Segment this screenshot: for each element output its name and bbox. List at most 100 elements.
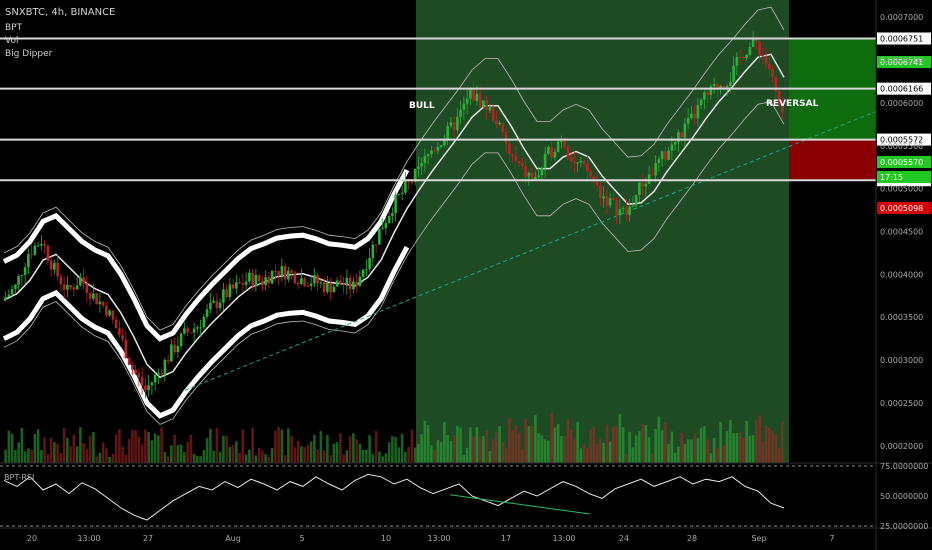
candle-body [98,301,102,305]
candle-body [605,196,609,206]
candle-body [82,277,85,284]
candle-body [592,176,596,182]
candle-body [537,175,540,177]
candle-body [238,282,241,284]
candle-body [485,100,488,111]
volume-bar [781,421,784,463]
candle-body [426,153,430,156]
volume-bar [381,456,384,463]
indicator-label-bpt[interactable]: BPT [5,23,23,33]
candle-body [335,280,339,287]
volume-bar [582,444,586,463]
volume-bar [430,445,433,463]
candle-body [283,265,287,280]
candle-body [23,267,27,276]
candle-body [680,132,683,138]
candle-body [352,281,355,290]
volume-bar [391,436,394,463]
candle-body [521,163,524,166]
volume-bar [664,422,667,463]
candle-body [313,275,316,284]
candle-body [144,385,147,391]
candle-body [722,86,726,88]
level-price-tag-label: 0.0006166 [880,85,923,94]
volume-bar [459,427,462,463]
level-price-tag [877,82,931,95]
volume-bar [345,450,349,463]
volume-bar [322,450,326,463]
candle-body [774,76,778,91]
volume-bar [98,452,102,463]
candle-body [748,47,752,56]
candle-body [46,245,50,261]
candle-body [274,271,277,273]
candle-body [436,147,440,151]
candle-body [651,174,654,176]
candle-body [228,284,232,298]
volume-bar [647,437,651,463]
date-tick-label: 5 [299,534,304,543]
candle-body [147,385,150,391]
price-tick-label: 0.0006500 [880,56,923,65]
candle-body [43,244,46,246]
volume-bar [374,430,378,463]
candle-body [638,182,641,195]
volume-bar [556,424,560,463]
indicator-label-vol[interactable]: Vol [5,36,18,46]
candle-body [517,160,521,164]
date-tick-label: 27 [143,534,153,543]
candle-body [209,302,212,310]
candle-body [124,339,128,359]
candle-body [758,41,761,56]
candle-body [121,335,124,340]
candle-body [280,265,284,276]
candle-body [475,93,479,101]
volume-bar [179,444,183,463]
candle-body [72,287,76,290]
volume-bar [95,456,98,463]
indicator-label-big-dipper[interactable]: Big Dipper [5,49,53,59]
candle-body [508,143,511,155]
candle-body [79,277,82,286]
oscillator-tick-label: 75.0000000 [880,462,928,471]
volume-bar [49,437,53,463]
volume-bar [75,446,79,463]
volume-bar [88,436,92,463]
candle-body [755,38,758,42]
volume-bar [771,431,774,463]
volume-bar [33,433,37,463]
volume-bar [79,427,82,463]
candle-body [400,192,404,195]
volume-bar [703,426,706,463]
volume-bar [277,427,280,463]
volume-bar [394,437,397,463]
volume-bar [709,453,713,463]
volume-bar [309,441,313,463]
current-price-tag [877,202,931,214]
volume-bar [170,445,173,463]
volume-bar [540,435,544,463]
candle-body [576,162,579,164]
candle-body [368,258,371,270]
candle-body [716,83,719,90]
candle-body [771,69,774,77]
candle-body [586,163,589,172]
candle-body [443,139,446,146]
candle-body [417,166,420,169]
candle-body [433,150,436,152]
volume-bar [101,442,105,463]
volume-bar [183,452,186,463]
candle-body [114,319,118,329]
volume-bar [608,441,612,463]
chart-symbol-title: SNXBTC, 4h, BINANCE [5,7,115,18]
candle-body [59,276,63,285]
volume-bar [173,434,176,463]
candle-body [118,328,121,336]
candle-body [374,244,378,246]
volume-bar [569,429,573,463]
candle-body [488,107,492,111]
candle-body [166,359,170,362]
candle-body [160,372,163,375]
volume-bar [527,425,531,463]
